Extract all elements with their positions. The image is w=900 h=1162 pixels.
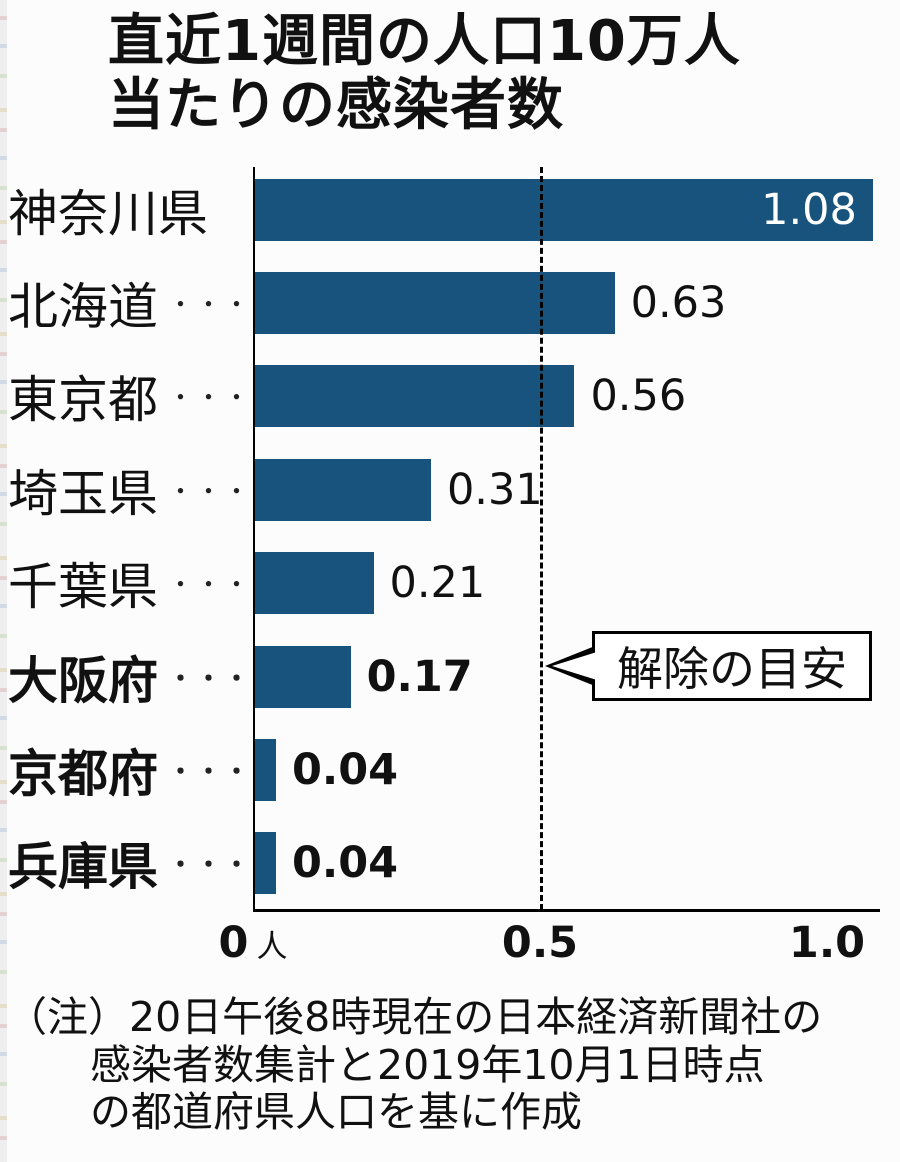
- bar-value-label: 0.21: [389, 558, 486, 609]
- bar-value-label: 0.17: [366, 651, 473, 702]
- y-axis-line: [253, 167, 255, 910]
- category-label-text: 東京都: [8, 371, 158, 430]
- category-label-text: 埼玉県: [8, 464, 158, 523]
- chart-row: 千葉県 ・・・ 0.21: [0, 537, 880, 630]
- bar-area: 1.08: [253, 178, 880, 241]
- leader-dots: ・・・: [168, 756, 253, 786]
- bar: [253, 552, 374, 615]
- bar-area: 0.31: [253, 458, 880, 521]
- source-note-line1: （注）20日午後8時現在の日本経済新聞社の: [6, 993, 823, 1041]
- category-label: 大阪府 ・・・: [0, 641, 253, 713]
- x-tick-number: 0: [218, 918, 249, 968]
- category-label-text: 神奈川県: [8, 184, 208, 243]
- chart-row: 大阪府 ・・・ 0.17: [0, 630, 880, 723]
- bar: [253, 272, 615, 335]
- leader-dots: ・・・: [168, 663, 253, 693]
- category-label-text: 千葉県: [8, 558, 158, 617]
- bar: [253, 738, 276, 801]
- leader-dots: ・・・: [168, 570, 253, 600]
- category-label: 京都府 ・・・: [0, 734, 253, 806]
- category-label: 兵庫県 ・・・: [0, 827, 253, 899]
- category-label-text: 京都府: [8, 744, 158, 803]
- source-note-line2: 感染者数集計と2019年10月1日時点: [90, 1040, 765, 1089]
- scan-noise-strip: [0, 0, 7, 1162]
- category-label: 千葉県 ・・・: [0, 547, 253, 619]
- source-note: （注）20日午後8時現在の日本経済新聞社の 感染者数集計と2019年10月1日時…: [6, 993, 823, 1137]
- chart-title-line1: 直近1週間の人口10万人: [108, 9, 741, 74]
- x-tick-label: 1.0: [789, 918, 865, 968]
- category-label: 北海道 ・・・: [0, 267, 253, 339]
- chart-row: 北海道 ・・・ 0.63: [0, 256, 880, 349]
- bar-value-label: 1.08: [761, 184, 857, 235]
- chart-row: 京都府 ・・・ 0.04: [0, 723, 880, 816]
- category-label: 神奈川県: [0, 174, 253, 246]
- chart-row: 神奈川県 1.08: [0, 163, 880, 256]
- bar-area: 0.21: [253, 552, 880, 615]
- bar: 1.08: [253, 178, 873, 241]
- leader-dots: ・・・: [168, 476, 253, 506]
- x-axis-unit: 人: [256, 929, 288, 965]
- x-axis-ticks: 0 人 0.5 1.0: [219, 918, 880, 980]
- chart-row: 東京都 ・・・ 0.56: [0, 350, 880, 443]
- bar: [253, 832, 276, 895]
- x-tick-number: 0.5: [501, 918, 579, 968]
- bar: [253, 365, 575, 428]
- bar-value-label: 0.04: [291, 838, 399, 889]
- callout-arrow-icon-fill: [552, 651, 600, 681]
- bar: [253, 645, 351, 708]
- category-label-text: 兵庫県: [8, 838, 158, 897]
- bar: [253, 458, 431, 521]
- chart-row: 埼玉県 ・・・ 0.31: [0, 443, 880, 536]
- category-label-text: 大阪府: [8, 651, 158, 710]
- leader-dots: ・・・: [168, 290, 253, 320]
- source-note-line3: の都道府県人口を基に作成: [90, 1088, 582, 1137]
- x-tick-number: 1.0: [788, 918, 866, 968]
- bar-value-label: 0.56: [590, 371, 687, 422]
- bar-value-label: 0.04: [291, 744, 399, 795]
- leader-dots: ・・・: [168, 383, 253, 413]
- bar-area: 0.17: [253, 645, 880, 708]
- category-label-text: 北海道: [8, 278, 158, 337]
- chart-title-line2: 当たりの感染者数: [108, 72, 564, 138]
- bar-value-label: 0.63: [630, 278, 727, 329]
- bar-area: 0.56: [253, 365, 880, 428]
- category-label: 埼玉県 ・・・: [0, 454, 253, 526]
- chart-title: 直近1週間の人口10万人 当たりの感染者数: [108, 10, 741, 138]
- bar-value-label: 0.31: [446, 464, 543, 515]
- bar-chart: 神奈川県 1.08 北海道 ・・・ 0.63 東京都 ・・・ 0.56 埼玉県 ・・・ 0.31 千葉…: [0, 163, 880, 912]
- callout-label: 解除の目安: [617, 642, 847, 696]
- bar-area: 0.04: [253, 832, 880, 895]
- chart-row: 兵庫県 ・・・ 0.04: [0, 817, 880, 910]
- category-label: 東京都 ・・・: [0, 360, 253, 432]
- bar-area: 0.04: [253, 738, 880, 801]
- x-tick-label: 0.5: [502, 918, 578, 968]
- callout-bubble: 解除の目安: [545, 631, 872, 701]
- x-axis-line: [253, 909, 880, 912]
- chart-rows: 神奈川県 1.08 北海道 ・・・ 0.63 東京都 ・・・ 0.56 埼玉県 ・・・ 0.31 千葉…: [0, 163, 880, 910]
- reference-dashed-line: [540, 167, 543, 910]
- bar-area: 0.63: [253, 272, 880, 335]
- leader-dots: ・・・: [168, 850, 253, 880]
